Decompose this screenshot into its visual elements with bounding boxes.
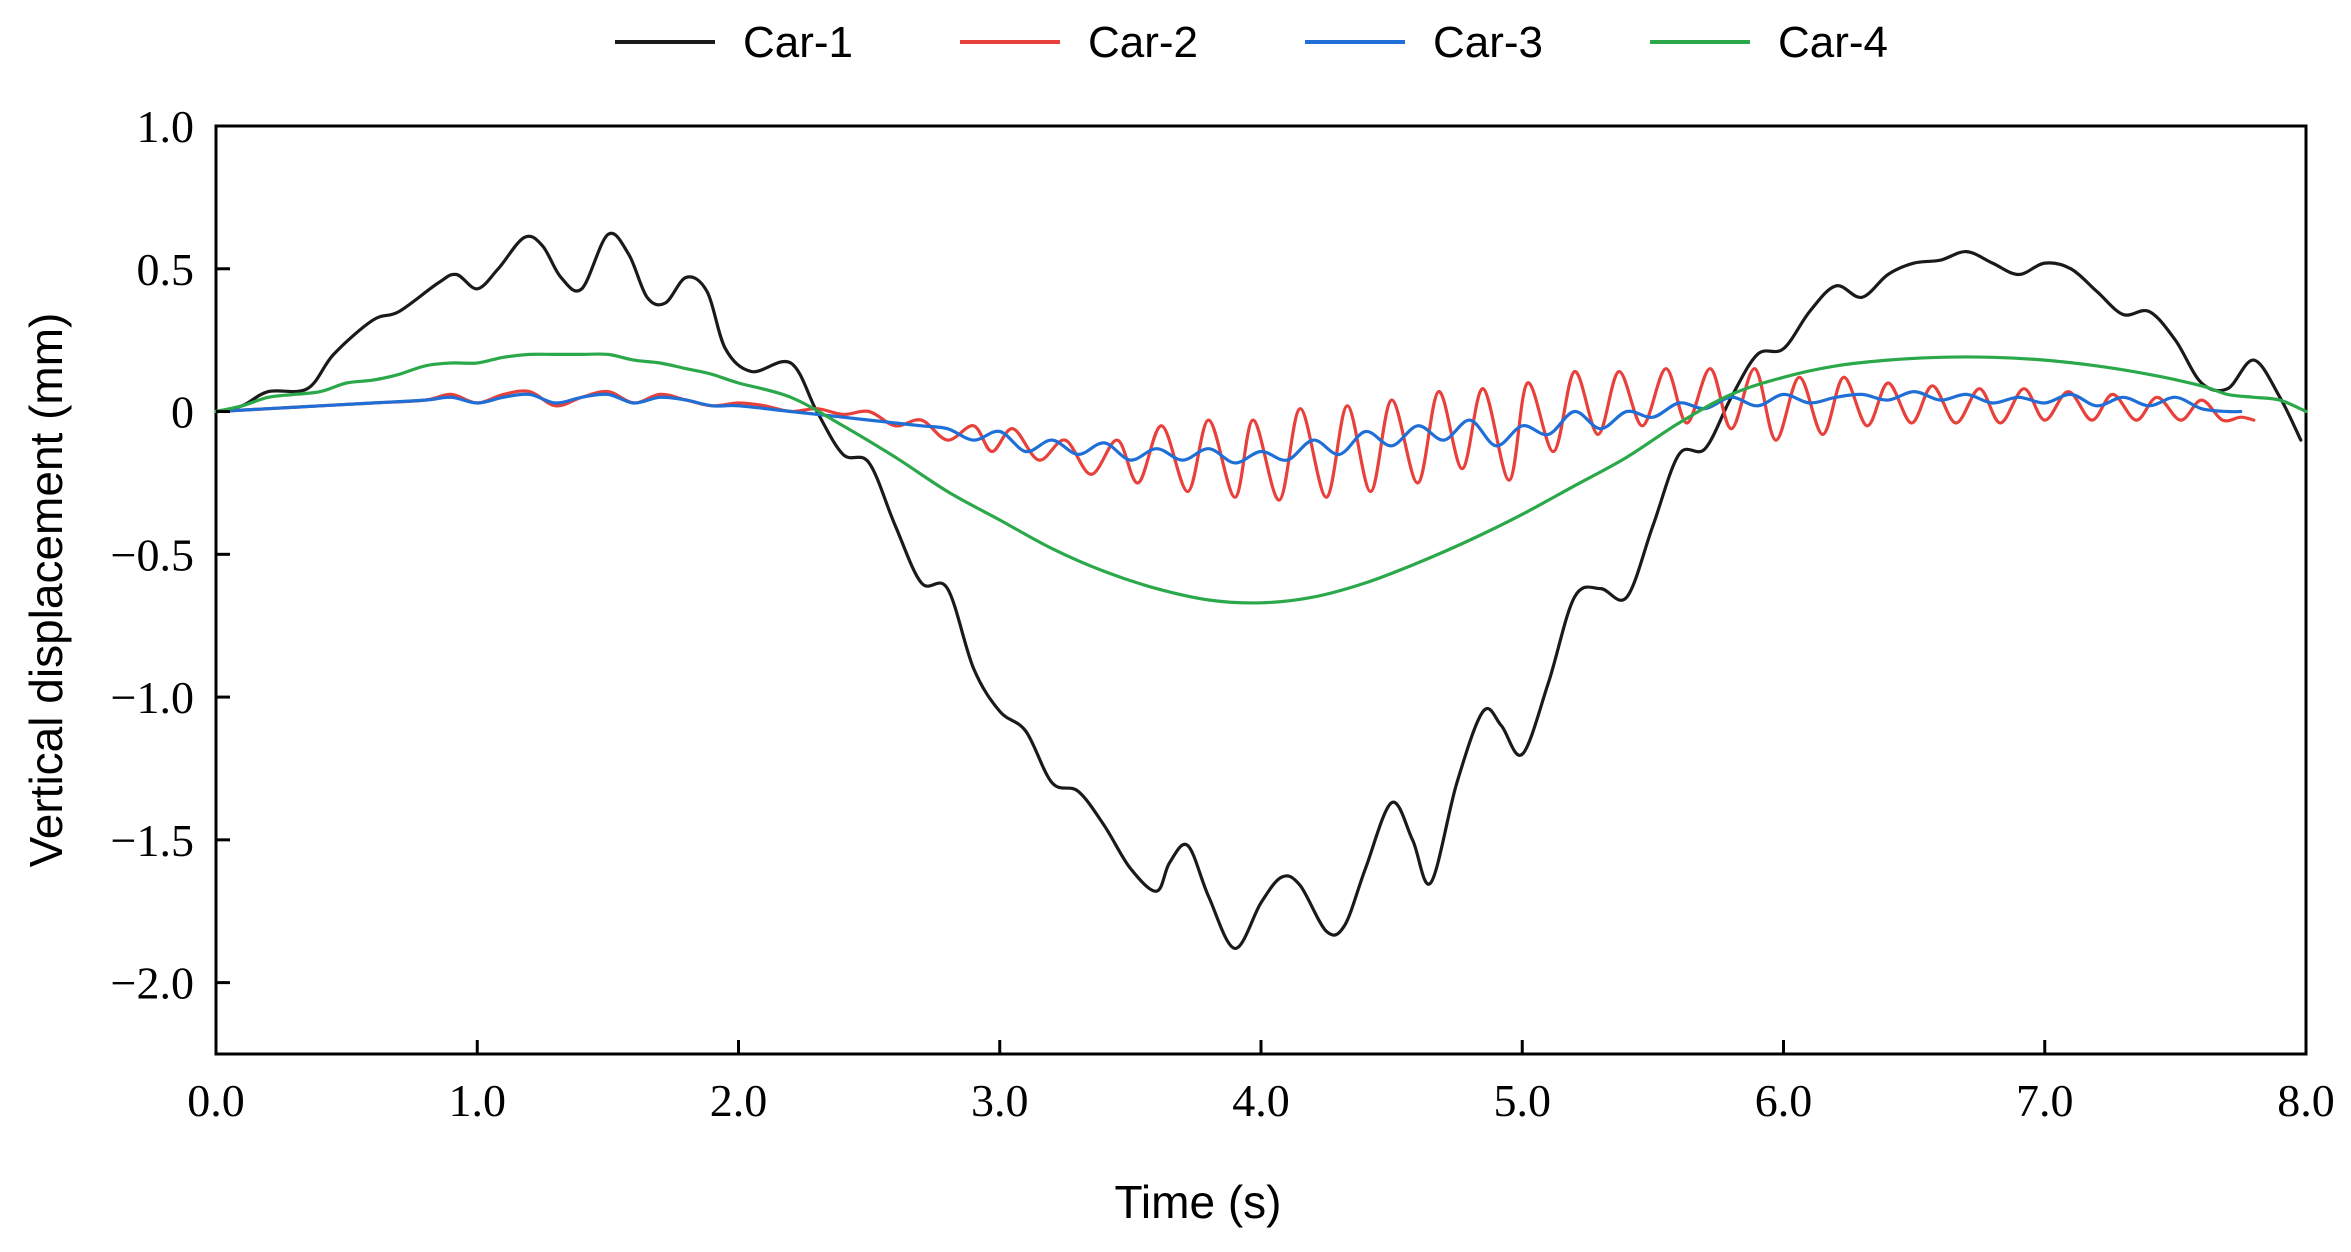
y-tick-label: 1.0 [137,101,195,152]
y-tick-label: −1.0 [111,672,194,723]
x-tick-label: 3.0 [971,1075,1029,1126]
x-tick-label: 1.0 [449,1075,507,1126]
series-line-car-1 [214,231,2303,950]
x-tick-label: 0.0 [187,1075,245,1126]
legend: Car-1 Car-2 Car-3 Car-4 [615,18,1888,67]
x-tick-label: 8.0 [2277,1075,2335,1126]
x-tick-label: 4.0 [1232,1075,1290,1126]
series-layer [214,231,2308,950]
y-tick-label: 0.5 [137,244,195,295]
legend-label-car-3: Car-3 [1433,18,1543,67]
x-tick-label: 6.0 [1755,1075,1813,1126]
y-axis-title: Vertical displacement (mm) [20,313,72,868]
ticks-layer: 0.0 1.0 2.0 3.0 4.0 5.0 6.0 7.0 8.0 1.0 0.5 0 −0.5 −1… [111,101,2335,1126]
series-line-car-2 [214,367,2256,502]
y-tick-label: −0.5 [111,529,194,580]
x-tick-label: 5.0 [1494,1075,1552,1126]
plot-frame [214,124,2308,1056]
x-axis-title: Time (s) [1115,1176,1282,1228]
x-tick-label: 2.0 [710,1075,768,1126]
series-line-car-4 [214,352,2308,605]
series-line-car-3 [214,390,2243,465]
legend-label-car-1: Car-1 [743,18,853,67]
legend-label-car-4: Car-4 [1778,18,1888,67]
x-tick-label: 7.0 [2016,1075,2074,1126]
legend-label-car-2: Car-2 [1088,18,1198,67]
y-tick-label: 0 [171,387,194,438]
y-tick-label: −1.5 [111,815,194,866]
y-tick-label: −2.0 [111,958,194,1009]
